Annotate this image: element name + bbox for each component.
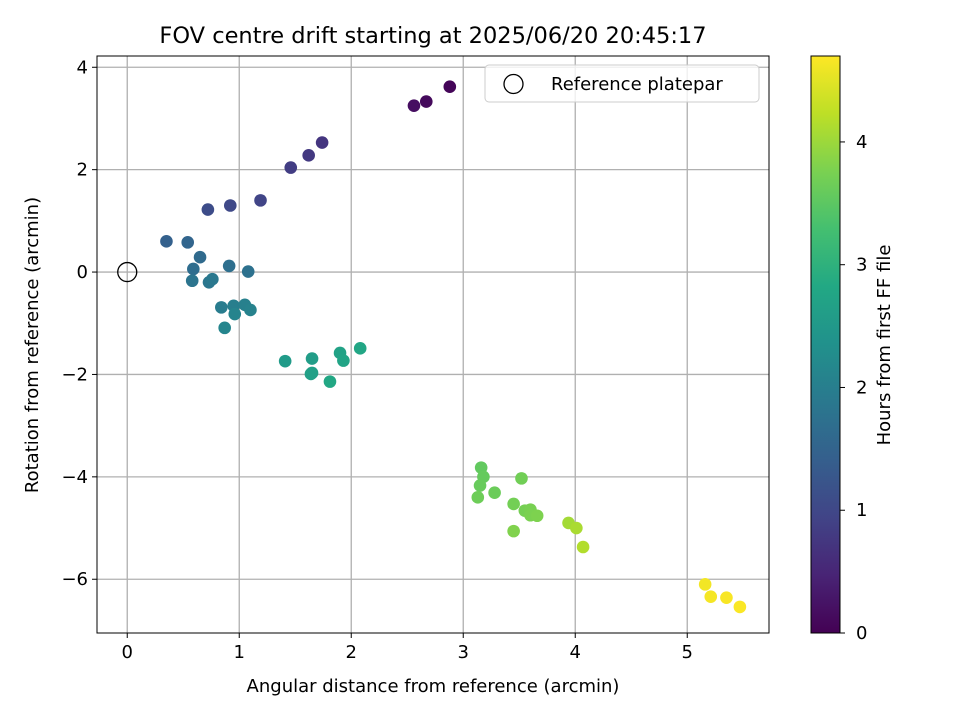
data-point xyxy=(507,497,520,511)
data-point xyxy=(419,95,433,108)
data-point xyxy=(185,274,199,288)
legend-label-reference: Reference platepar xyxy=(551,74,723,95)
data-point xyxy=(471,491,485,504)
data-point xyxy=(160,235,173,248)
legend-box xyxy=(484,64,760,103)
y-axis-ticks: −6 −4 −2 0 2 4 xyxy=(61,57,97,590)
colorbar-tick-label: 2 xyxy=(856,377,867,398)
y-tick-label: −2 xyxy=(61,364,88,385)
y-tick-label: 4 xyxy=(77,57,88,78)
data-point xyxy=(704,590,718,603)
data-point xyxy=(507,524,520,538)
colorbar-label: Hours from first FF file xyxy=(874,245,895,446)
legend-marker-reference xyxy=(503,73,524,95)
x-tick-label: 1 xyxy=(234,642,245,663)
data-point xyxy=(218,321,231,335)
data-point xyxy=(488,486,501,500)
data-point xyxy=(443,80,457,94)
data-point xyxy=(215,301,228,314)
data-point xyxy=(254,194,267,207)
colorbar-ticks: 0 1 2 3 4 xyxy=(840,132,867,644)
data-point xyxy=(206,272,219,286)
data-point xyxy=(515,472,528,485)
legend: Reference platepar xyxy=(484,64,760,103)
colorbar-tick-label: 3 xyxy=(856,255,867,276)
axes-frame xyxy=(96,55,770,634)
data-point xyxy=(733,600,747,614)
data-point xyxy=(720,591,733,604)
data-point xyxy=(473,479,487,492)
y-tick-label: 2 xyxy=(77,160,88,181)
data-point xyxy=(323,375,337,388)
reference-platepar-marker xyxy=(117,261,138,283)
data-point xyxy=(244,303,257,317)
x-tick-label: 0 xyxy=(122,642,133,663)
data-point xyxy=(570,521,583,535)
x-axis-ticks: 0 1 2 3 4 5 xyxy=(122,633,693,663)
chart-title: FOV centre drift starting at 2025/06/20 … xyxy=(159,23,706,49)
data-point xyxy=(530,509,544,523)
data-point xyxy=(576,540,590,554)
data-point xyxy=(278,354,292,368)
grid xyxy=(97,56,769,633)
reference-marker-layer xyxy=(117,261,138,283)
y-tick-label: 0 xyxy=(77,262,88,283)
data-point xyxy=(698,578,712,591)
y-axis-label: Rotation from reference (arcmin) xyxy=(22,197,43,493)
data-points xyxy=(160,80,747,614)
y-tick-label: −6 xyxy=(61,569,88,590)
data-point xyxy=(353,342,367,355)
x-tick-label: 4 xyxy=(570,642,581,663)
data-point xyxy=(337,354,350,367)
data-point xyxy=(201,203,215,216)
colorbar-tick-label: 4 xyxy=(856,132,867,153)
data-point xyxy=(315,136,329,149)
y-tick-label: −4 xyxy=(61,467,88,488)
data-point xyxy=(241,265,255,278)
data-point xyxy=(304,367,318,381)
x-axis-label: Angular distance from reference (arcmin) xyxy=(247,676,620,697)
colorbar-tick-label: 1 xyxy=(856,500,867,521)
x-tick-label: 2 xyxy=(346,642,357,663)
colorbar: 0 1 2 3 4 Hours from first FF file xyxy=(810,55,895,644)
data-point xyxy=(187,262,200,276)
data-point xyxy=(302,149,315,162)
data-point xyxy=(228,307,242,321)
data-point xyxy=(305,352,319,365)
x-tick-label: 5 xyxy=(682,642,693,663)
colorbar-gradient xyxy=(810,55,841,634)
colorbar-tick-label: 0 xyxy=(856,623,867,644)
data-point xyxy=(193,250,207,264)
data-point xyxy=(222,259,236,273)
data-point xyxy=(284,161,298,174)
data-point xyxy=(181,236,195,249)
data-point xyxy=(223,199,237,212)
x-tick-label: 3 xyxy=(458,642,469,663)
data-point xyxy=(407,99,421,112)
